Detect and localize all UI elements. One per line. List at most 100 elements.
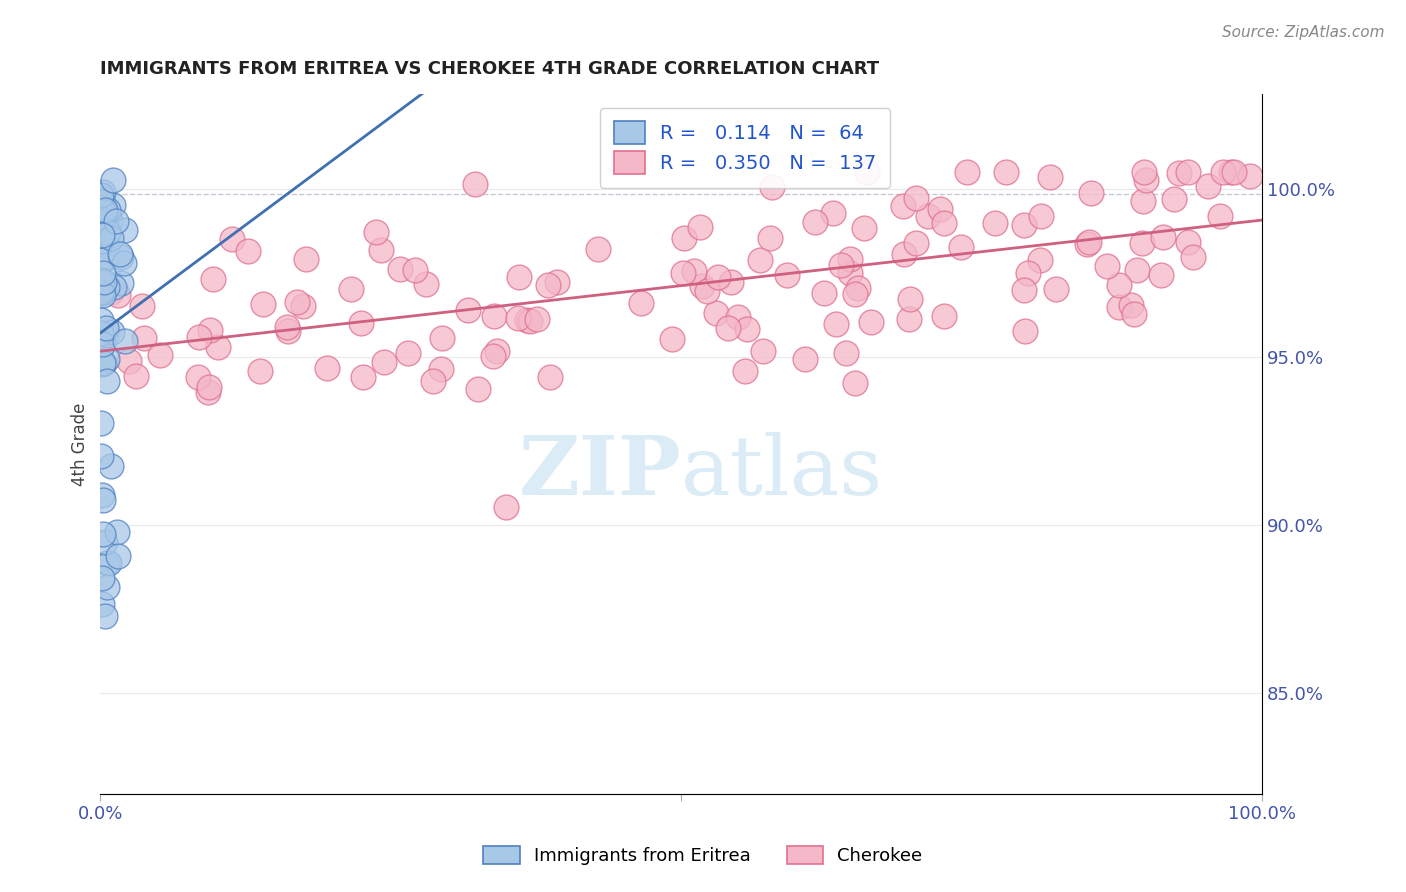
Point [91,288,114,302]
Point [103,280,125,294]
Point [432,330,454,344]
Point [1078,235,1101,250]
Point [813,286,835,301]
Point [661,332,683,346]
Point [96,327,118,342]
Point [93,198,115,212]
Point [844,286,866,301]
Point [1132,235,1154,250]
Point [526,312,548,326]
Point [198,323,221,337]
Point [90,449,112,463]
Point [717,321,740,335]
Point [98,214,121,228]
Point [93,275,115,289]
Point [1152,230,1174,244]
Point [949,240,972,254]
Point [519,313,541,327]
Point [90,234,112,248]
Point [853,221,876,235]
Point [735,321,758,335]
Point [197,385,219,400]
Point [706,270,728,285]
Point [1135,173,1157,187]
Point [90,487,112,501]
Point [846,281,869,295]
Point [90,571,112,585]
Point [101,173,124,187]
Point [90,326,112,341]
Point [508,270,530,285]
Point [898,292,921,306]
Point [905,191,928,205]
Text: ZIP: ZIP [519,432,681,512]
Point [90,313,112,327]
Point [188,330,211,344]
Point [350,316,373,330]
Point [1123,307,1146,321]
Point [928,202,950,216]
Point [1132,194,1154,208]
Point [370,243,392,257]
Point [1223,165,1246,179]
Point [824,317,846,331]
Point [94,203,117,218]
Point [91,266,114,280]
Point [1119,298,1142,312]
Point [89,216,111,230]
Point [891,199,914,213]
Point [100,459,122,474]
Point [364,225,387,239]
Point [482,349,505,363]
Point [546,275,568,289]
Point [917,209,939,223]
Point [91,282,114,296]
Point [100,231,122,245]
Point [793,351,815,366]
Point [198,380,221,394]
Point [90,194,112,209]
Point [93,205,115,219]
Point [1076,237,1098,252]
Point [1150,268,1173,282]
Point [107,549,129,563]
Point [112,256,135,270]
Point [96,352,118,367]
Point [1017,266,1039,280]
Point [506,310,529,325]
Point [91,272,114,286]
Point [97,203,120,218]
Point [464,178,486,192]
Point [683,264,706,278]
Point [100,285,122,299]
Point [720,276,742,290]
Point [91,185,114,199]
Point [761,179,783,194]
Point [396,346,419,360]
Point [751,343,773,358]
Point [117,354,139,368]
Point [775,268,797,282]
Point [107,287,129,301]
Point [844,376,866,391]
Text: Source: ZipAtlas.com: Source: ZipAtlas.com [1222,25,1385,40]
Point [704,305,727,319]
Point [1177,165,1199,179]
Point [893,247,915,261]
Point [90,285,112,300]
Point [516,313,538,327]
Y-axis label: 4th Grade: 4th Grade [72,402,89,486]
Point [727,310,749,324]
Point [467,382,489,396]
Point [932,216,955,230]
Point [1167,166,1189,180]
Point [114,334,136,348]
Point [91,597,114,611]
Point [93,277,115,291]
Point [422,374,444,388]
Point [904,236,927,251]
Point [838,266,860,280]
Point [897,312,920,326]
Point [630,295,652,310]
Point [316,360,339,375]
